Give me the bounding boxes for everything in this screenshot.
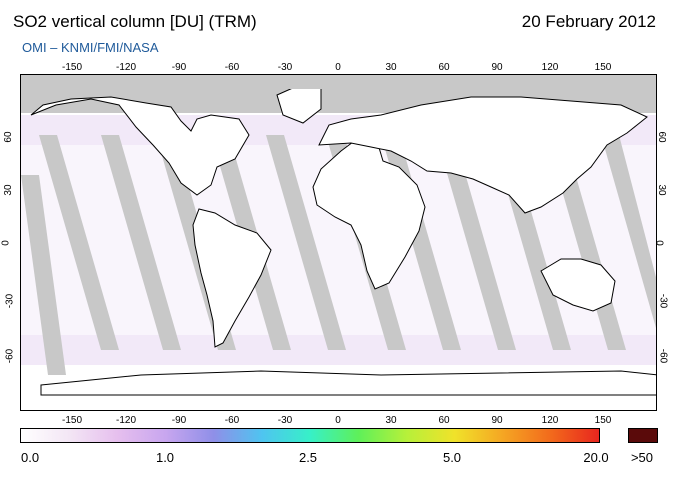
lon-tick-top: 60 [438, 62, 450, 73]
africa [312, 138, 426, 290]
scale-label: 1.0 [155, 450, 175, 465]
lon-tick-top: 150 [594, 62, 612, 73]
map-date: 20 February 2012 [521, 12, 656, 31]
lon-tick-bottom: 120 [541, 415, 559, 426]
scale-label: 20.0 [583, 450, 609, 465]
north-america [30, 96, 250, 196]
lon-tick-top: -90 [171, 62, 187, 73]
lat-tick-right: 30 [656, 184, 668, 196]
lat-tick-right: -60 [657, 348, 669, 364]
lon-tick-top: 0 [335, 62, 341, 73]
no-data-pole-cap [21, 75, 656, 89]
lat-tick-left: 60 [3, 131, 15, 143]
lon-tick-bottom: 90 [491, 415, 503, 426]
lon-tick-top: -30 [277, 62, 293, 73]
scale-label: 0.0 [21, 450, 40, 465]
eurasia [318, 96, 648, 214]
lat-tick-right: 0 [653, 240, 665, 246]
lon-tick-bottom: -120 [115, 415, 137, 426]
lon-tick-top: -150 [61, 62, 83, 73]
lon-tick-top: 90 [491, 62, 503, 73]
lon-tick-bottom: 30 [385, 415, 397, 426]
australia [540, 258, 616, 312]
lat-tick-left: 30 [3, 184, 15, 196]
map-title: SO2 vertical column [DU] (TRM) [13, 12, 257, 31]
lon-tick-top: -120 [115, 62, 137, 73]
lat-tick-right: 60 [656, 131, 668, 143]
lon-tick-bottom: -90 [171, 415, 187, 426]
antarctica [40, 370, 656, 396]
lon-tick-bottom: -60 [224, 415, 240, 426]
lat-tick-right: -30 [657, 293, 669, 309]
lon-tick-bottom: 0 [335, 415, 341, 426]
lon-tick-top: -60 [224, 62, 240, 73]
scale-label-overflow: >50 [630, 450, 654, 465]
lon-tick-bottom: -30 [277, 415, 293, 426]
lon-tick-bottom: -150 [61, 415, 83, 426]
lon-tick-top: 120 [541, 62, 559, 73]
lon-tick-bottom: 60 [438, 415, 450, 426]
south-america [192, 208, 272, 348]
scale-label: 5.0 [442, 450, 462, 465]
color-scale-overflow [628, 428, 658, 443]
lat-tick-left: -30 [4, 293, 16, 309]
color-scale-bar [20, 428, 600, 443]
data-credit: OMI – KNMI/FMI/NASA [22, 40, 159, 55]
scale-label: 2.5 [298, 450, 318, 465]
map-panel[interactable] [20, 74, 657, 411]
continents [30, 86, 656, 396]
lon-tick-bottom: 150 [594, 415, 612, 426]
lat-tick-left: 0 [0, 240, 12, 246]
lat-tick-left: -60 [4, 348, 16, 364]
world-map [21, 75, 656, 410]
lon-tick-top: 30 [385, 62, 397, 73]
